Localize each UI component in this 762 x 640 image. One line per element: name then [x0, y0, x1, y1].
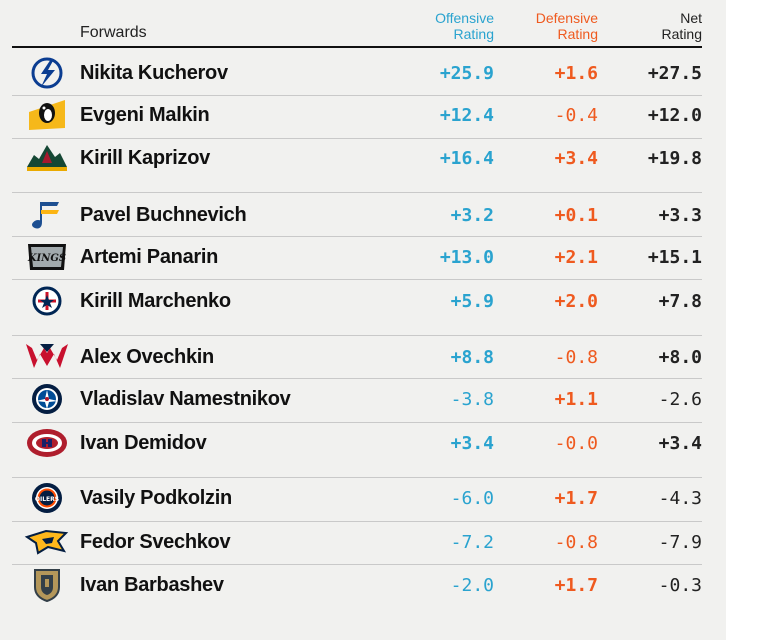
kings-logo-text: KINGS — [27, 253, 66, 264]
defensive-rating: -0.0 — [554, 433, 598, 454]
offensive-rating: -2.0 — [450, 575, 494, 596]
net-heading-line1: Net — [680, 10, 702, 26]
net-rating-heading: Net Rating — [592, 10, 702, 42]
net-heading-line2: Rating — [661, 26, 702, 42]
net-rating: +15.1 — [647, 247, 702, 268]
defensive-rating: -0.4 — [554, 105, 598, 126]
player-name: Nikita Kucherov — [80, 62, 228, 84]
net-rating: +3.3 — [658, 205, 702, 226]
offensive-rating: -7.2 — [450, 532, 494, 553]
net-rating: +3.4 — [658, 433, 702, 454]
nashville-predators-icon — [24, 525, 70, 559]
pittsburgh-penguins-icon — [24, 98, 70, 132]
player-name: Artemi Panarin — [80, 246, 219, 268]
la-kings-icon: KINGS — [24, 240, 70, 274]
defensive-rating: +2.0 — [554, 291, 598, 312]
net-rating: +7.8 — [658, 291, 702, 312]
defensive-rating-heading: Defensive Rating — [488, 10, 598, 42]
player-name: Ivan Barbashev — [80, 574, 224, 596]
net-rating: -7.9 — [658, 532, 702, 553]
net-rating: +19.8 — [647, 148, 702, 169]
minnesota-wild-icon — [24, 141, 70, 175]
offensive-rating: +3.2 — [450, 205, 494, 226]
vegas-golden-knights-icon — [24, 568, 70, 603]
defensive-rating: +0.1 — [554, 205, 598, 226]
offensive-heading-line2: Rating — [453, 26, 494, 42]
player-row: Alex Ovechkin +8.8 -0.8 +8.0 — [12, 335, 702, 379]
offensive-rating: +25.9 — [439, 63, 494, 84]
net-rating: -4.3 — [658, 488, 702, 509]
defensive-rating: +3.4 — [554, 148, 598, 169]
player-row: Evgeni Malkin +12.4 -0.4 +12.0 — [12, 95, 702, 139]
offensive-rating: +16.4 — [439, 148, 494, 169]
offensive-rating: +13.0 — [439, 247, 494, 268]
player-name: Fedor Svechkov — [80, 531, 231, 553]
table-header: Forwards Offensive Rating Defensive Rati… — [0, 0, 726, 46]
defensive-heading-line1: Defensive — [535, 10, 598, 26]
winnipeg-jets-icon — [24, 382, 70, 416]
offensive-rating: +12.4 — [439, 105, 494, 126]
columbus-blue-jackets-icon — [24, 284, 70, 318]
defensive-rating: +1.6 — [554, 63, 598, 84]
player-name: Vladislav Namestnikov — [80, 388, 291, 410]
player-name: Pavel Buchnevich — [80, 204, 247, 226]
defensive-rating: +2.1 — [554, 247, 598, 268]
player-row: Fedor Svechkov -7.2 -0.8 -7.9 — [12, 521, 702, 565]
defensive-rating: +1.7 — [554, 575, 598, 596]
offensive-rating: +5.9 — [450, 291, 494, 312]
defensive-rating: -0.8 — [554, 347, 598, 368]
player-name: Kirill Marchenko — [80, 290, 231, 312]
player-row: Kirill Kaprizov +16.4 +3.4 +19.8 — [12, 138, 702, 193]
player-row: OILERS Vasily Podkolzin -6.0 +1.7 -4.3 — [12, 477, 702, 522]
defensive-rating: +1.7 — [554, 488, 598, 509]
offensive-rating-heading: Offensive Rating — [384, 10, 494, 42]
offensive-rating: -3.8 — [450, 389, 494, 410]
defensive-rating: +1.1 — [554, 389, 598, 410]
offensive-heading-line1: Offensive — [435, 10, 494, 26]
player-name: Ivan Demidov — [80, 432, 207, 454]
player-row: Pavel Buchnevich +3.2 +0.1 +3.3 — [12, 192, 702, 237]
net-rating: +27.5 — [647, 63, 702, 84]
player-name: Alex Ovechkin — [80, 346, 214, 368]
net-rating: +8.0 — [658, 347, 702, 368]
net-rating: -0.3 — [658, 575, 702, 596]
player-name: Vasily Podkolzin — [80, 487, 232, 509]
st-louis-blues-icon — [24, 198, 70, 232]
washington-capitals-icon — [24, 340, 70, 374]
net-rating: -2.6 — [658, 389, 702, 410]
player-row: Ivan Barbashev -2.0 +1.7 -0.3 — [12, 564, 702, 608]
offensive-rating: +3.4 — [450, 433, 494, 454]
player-row: Vladislav Namestnikov -3.8 +1.1 -2.6 — [12, 378, 702, 423]
offensive-rating: -6.0 — [450, 488, 494, 509]
defensive-heading-line2: Rating — [557, 26, 598, 42]
tampa-bay-lightning-icon — [24, 56, 70, 90]
montreal-canadiens-icon — [24, 426, 70, 460]
defensive-rating: -0.8 — [554, 532, 598, 553]
oilers-logo-text: OILERS — [35, 496, 59, 503]
offensive-rating: +8.8 — [450, 347, 494, 368]
player-row: Kirill Marchenko +5.9 +2.0 +7.8 — [12, 279, 702, 336]
ratings-table: Forwards Offensive Rating Defensive Rati… — [0, 0, 726, 640]
header-divider — [12, 46, 702, 48]
net-rating: +12.0 — [647, 105, 702, 126]
player-name: Evgeni Malkin — [80, 104, 210, 126]
player-row: KINGS Artemi Panarin +13.0 +2.1 +15.1 — [12, 236, 702, 280]
player-row: Ivan Demidov +3.4 -0.0 +3.4 — [12, 422, 702, 478]
forwards-heading: Forwards — [80, 24, 147, 41]
edmonton-oilers-icon: OILERS — [24, 481, 70, 515]
player-row: Nikita Kucherov +25.9 +1.6 +27.5 — [12, 52, 702, 96]
player-name: Kirill Kaprizov — [80, 147, 210, 169]
